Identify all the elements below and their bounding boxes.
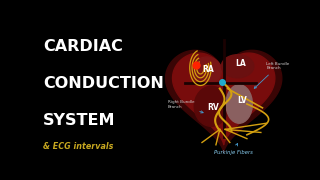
Text: LA: LA: [235, 59, 246, 68]
Text: Left Bundle
Branch: Left Bundle Branch: [254, 62, 290, 88]
Text: CARDIAC: CARDIAC: [43, 39, 123, 54]
Ellipse shape: [221, 55, 254, 78]
Text: SYSTEM: SYSTEM: [43, 113, 116, 128]
Text: & ECG intervals: & ECG intervals: [43, 142, 114, 151]
Ellipse shape: [194, 86, 228, 126]
Text: Purkinje Fibers: Purkinje Fibers: [213, 143, 252, 155]
Text: CONDUCTION: CONDUCTION: [43, 76, 164, 91]
Polygon shape: [172, 53, 275, 145]
Text: RA: RA: [202, 65, 214, 74]
Ellipse shape: [226, 85, 252, 123]
Ellipse shape: [192, 57, 221, 85]
Text: Right Bundle
Branch: Right Bundle Branch: [168, 100, 203, 113]
Text: RV: RV: [207, 103, 219, 112]
Text: LV: LV: [237, 96, 247, 105]
Polygon shape: [165, 50, 282, 152]
